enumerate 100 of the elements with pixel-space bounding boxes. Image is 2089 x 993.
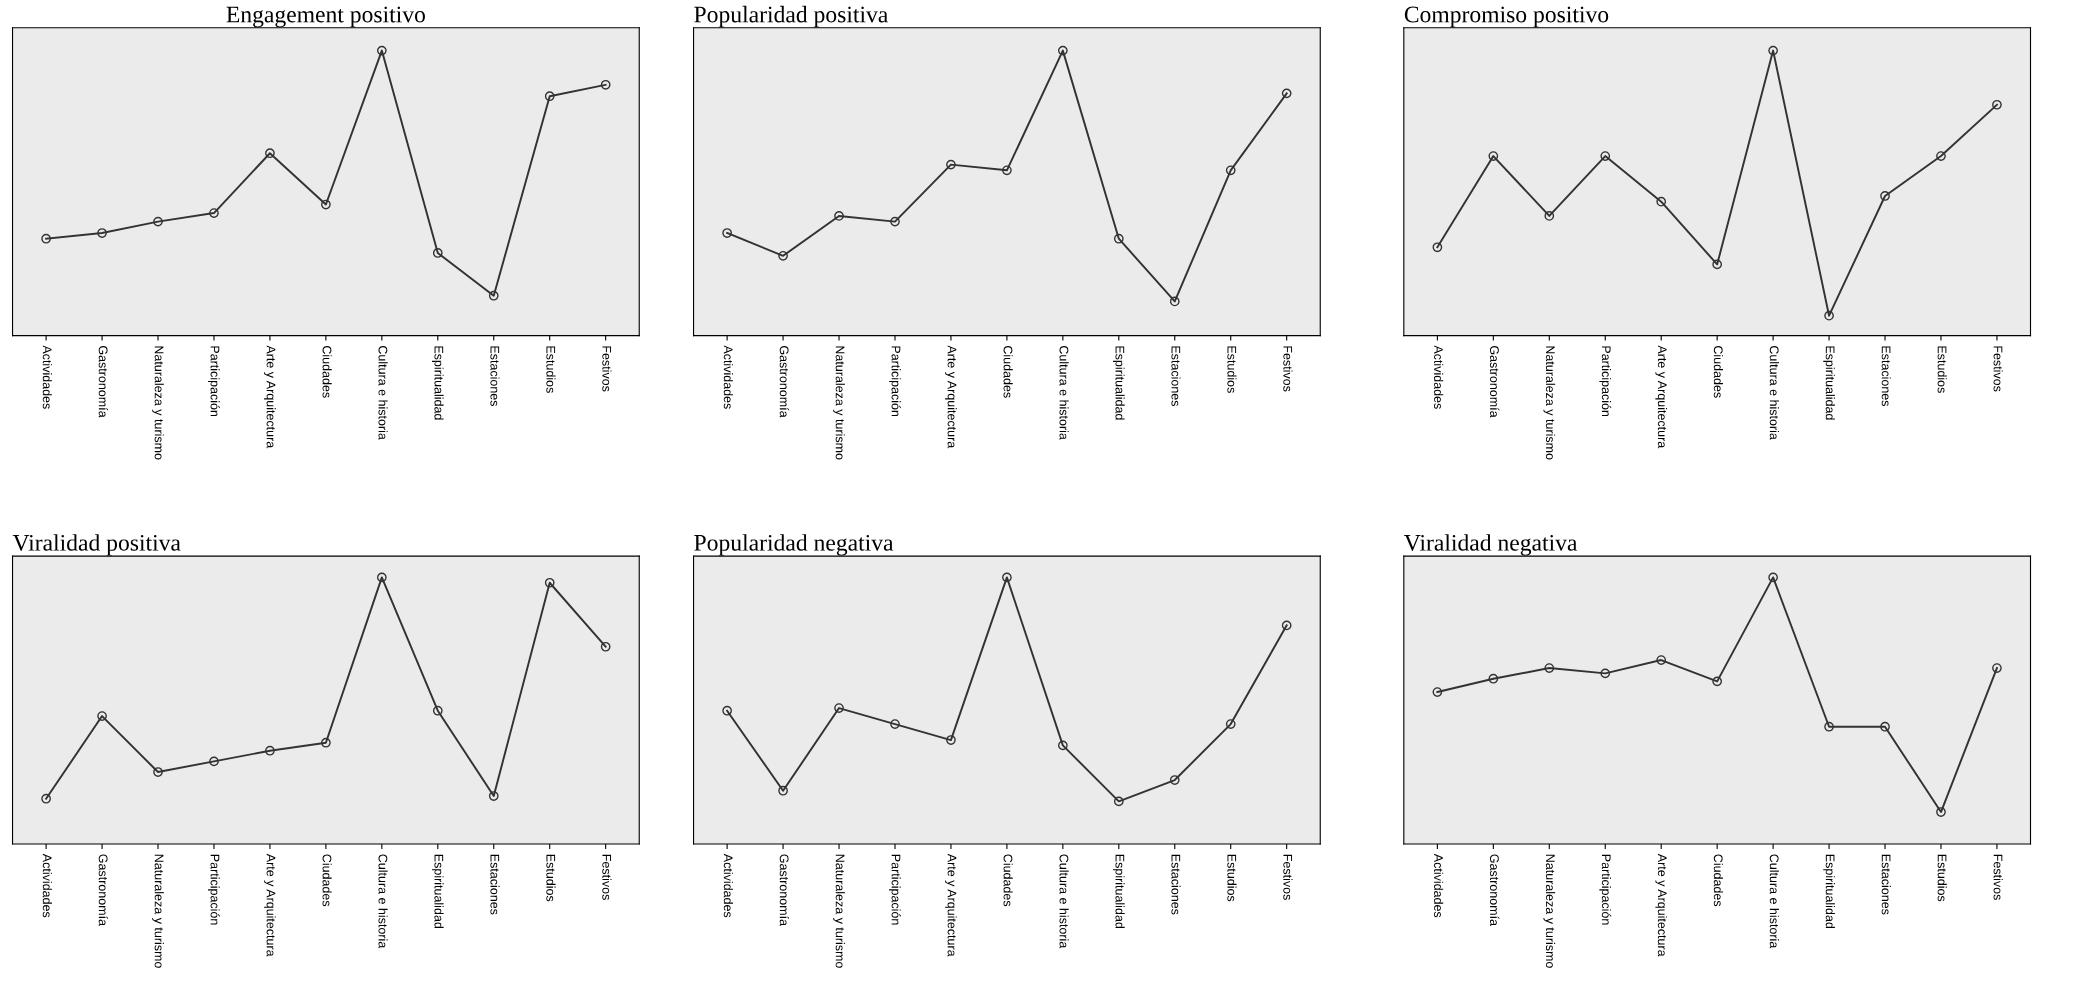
x-tick-label: Ciudades [322, 854, 332, 907]
point [97, 228, 107, 238]
x-tick-label: Festivos [602, 854, 612, 900]
point [1880, 721, 1890, 732]
chart-title: Popularidad negativa [694, 534, 894, 556]
point [432, 705, 443, 716]
point [722, 705, 732, 716]
x-tick-label: Cultura e historia [1059, 345, 1069, 440]
point [1600, 151, 1611, 161]
point [1225, 165, 1236, 176]
x-tick-label: Espiritualidad [431, 346, 444, 420]
point [834, 211, 844, 221]
point [1768, 45, 1778, 56]
x-tick-label: Ciudades [322, 345, 332, 398]
point [265, 148, 275, 159]
point [1768, 572, 1778, 583]
x-tick-label: Gastronomía [779, 345, 790, 418]
x-tick-label: Estaciones [490, 854, 500, 915]
x-tick-label: Festivos [1283, 346, 1293, 392]
point [1057, 45, 1068, 56]
x-tick-label: Naturaleza y turismo [833, 854, 845, 968]
x-tick-label: Estudios [546, 854, 556, 902]
x-tick-label: Cultura e historia [378, 854, 388, 949]
point [1488, 151, 1499, 161]
point [1488, 673, 1499, 684]
point [1712, 676, 1723, 687]
point [890, 216, 900, 227]
point [1432, 242, 1443, 253]
x-tick-label: Participación [208, 346, 220, 417]
point [1169, 775, 1180, 785]
x-tick-label: Estaciones [490, 346, 500, 407]
x-tick-label: Cultura e historia [1769, 345, 1779, 440]
x-tick-label: Estaciones [1881, 346, 1891, 407]
x-tick-label: Ciudades [1713, 854, 1723, 907]
chart-title: Popularidad positiva [694, 5, 888, 28]
point [1992, 663, 2002, 673]
point [97, 711, 107, 721]
x-tick-label: Espiritualidad [431, 854, 444, 929]
x-tick-label: Ciudades [1003, 345, 1013, 398]
point [1432, 687, 1443, 697]
point [778, 785, 788, 796]
point [544, 91, 555, 102]
point [1936, 151, 1946, 161]
point [432, 248, 443, 258]
x-tick-label: Arte y Arquitectura [945, 345, 957, 449]
point [488, 791, 499, 801]
point [1936, 807, 1946, 817]
point [1600, 668, 1611, 679]
point [600, 641, 611, 652]
point [265, 745, 275, 756]
x-tick-label: Cultura e historia [378, 345, 388, 440]
point [1712, 259, 1723, 270]
point [1656, 655, 1667, 665]
point [946, 159, 956, 170]
x-tick-label: Estudios [546, 346, 556, 393]
point [1113, 233, 1124, 244]
point [153, 216, 163, 227]
x-tick-label: Festivos [1283, 854, 1293, 900]
x-tick-label: Estaciones [1171, 346, 1181, 407]
point [1656, 196, 1667, 207]
point [376, 45, 387, 56]
point [1824, 310, 1834, 321]
point [1544, 211, 1555, 221]
x-tick-label: Participación [889, 346, 901, 417]
point [722, 228, 732, 238]
x-tick-label: Arte y Arquitectura [264, 853, 276, 957]
chart-title: Viralidad positiva [12, 534, 181, 556]
x-tick-label: Naturaleza y turismo [833, 346, 845, 460]
x-tick-label: Actividades [723, 853, 733, 918]
x-tick-label: Festivos [1993, 854, 2003, 900]
x-tick-label: Gastronomía [1489, 345, 1500, 418]
x-tick-label: Cultura e historia [1769, 854, 1779, 949]
x-tick-label: Actividades [1434, 345, 1444, 409]
chart-title: Viralidad negativa [1404, 534, 1578, 556]
point [1002, 165, 1012, 176]
chart-title: Compromiso positivo [1404, 6, 1609, 28]
x-tick-label: Arte y Arquitectura [264, 345, 276, 449]
x-tick-label: Actividades [723, 345, 733, 409]
point [1880, 191, 1890, 201]
point [600, 79, 611, 90]
point [41, 793, 51, 804]
point [488, 290, 499, 301]
point [1113, 796, 1124, 807]
point [1057, 740, 1068, 751]
x-tick-label: Actividades [42, 853, 52, 918]
x-tick-label: Arte y Arquitectura [945, 853, 957, 957]
x-tick-label: Actividades [42, 345, 52, 409]
point [321, 737, 331, 748]
x-tick-label: Espiritualidad [1823, 346, 1835, 420]
point [946, 735, 956, 745]
x-tick-label: Cultura e historia [1059, 854, 1069, 949]
point [1544, 663, 1555, 673]
x-tick-label: Ciudades [1003, 854, 1013, 907]
x-tick-label: Estudios [1937, 346, 1947, 393]
x-tick-label: Arte y Arquitectura [1655, 853, 1668, 957]
x-tick-label: Naturaleza y turismo [1543, 854, 1556, 968]
x-tick-label: Gastronomía [779, 854, 790, 927]
x-tick-label: Estaciones [1881, 854, 1891, 915]
point [1824, 721, 1834, 732]
x-tick-label: Espiritualidad [1112, 854, 1125, 929]
